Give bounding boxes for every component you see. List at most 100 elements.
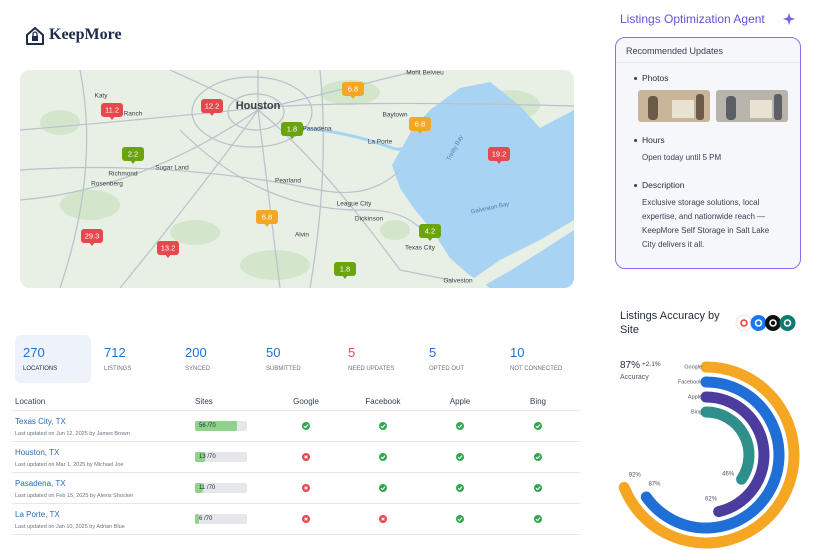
stat-value[interactable]: 5 (429, 345, 437, 360)
location-name[interactable]: Pasadena, TX (15, 479, 66, 488)
recommend-card: Recommended Updates Photos Hours Open today… (615, 37, 801, 269)
map-marker[interactable]: 12.2 (201, 99, 223, 116)
photo-thumbnail[interactable] (638, 90, 710, 122)
table-header: Location (15, 397, 46, 406)
map-channel (299, 126, 422, 151)
status-glyph-path (457, 455, 463, 460)
map-marker[interactable]: 6.8 (342, 82, 364, 99)
bullet (634, 77, 637, 80)
map-marker[interactable]: 6.8 (409, 117, 431, 134)
status-glyph (535, 486, 541, 491)
status-ok (379, 422, 387, 430)
map-place-label: Alvin (295, 232, 309, 239)
map-road (20, 166, 401, 193)
map-ring-road (191, 76, 313, 148)
card-title: Recommended Updates (626, 46, 724, 56)
photo-shape (726, 96, 736, 120)
site-icon-glyph (783, 319, 792, 327)
map-marker[interactable]: 1.8 (334, 262, 356, 279)
map-marker-tip (289, 135, 295, 139)
logo-text: KeepMore (49, 26, 122, 43)
status-ok (534, 515, 542, 523)
arc-value-label: 46% (722, 471, 735, 477)
map-marker[interactable]: 1.8 (281, 122, 303, 139)
stat-tab-selected[interactable] (15, 335, 91, 383)
stat-label: OPTED OUT (429, 366, 465, 372)
status-glyph (380, 424, 386, 429)
map-marker-pin (81, 229, 103, 243)
agent-title: Listings Optimization Agent (620, 12, 765, 26)
status-glyph-path (380, 486, 386, 491)
sites-track: 13 /70 (195, 452, 247, 462)
table-rule (12, 410, 580, 411)
map-park (170, 220, 220, 245)
status-ok (379, 484, 387, 492)
map-marker-value: 1.8 (287, 124, 297, 133)
map-marker-value: 13.2 (161, 243, 176, 252)
arc-name: Apple (688, 394, 702, 400)
map-road (257, 109, 451, 281)
map-layer: Houston Katy Ranch Sugar Land Richmond Rosenb… (20, 70, 574, 288)
location-name[interactable]: La Porte, TX (15, 510, 60, 519)
item-label: Description (642, 180, 685, 190)
item-label: Hours (642, 135, 665, 145)
status-glyph (535, 424, 541, 429)
map-marker[interactable]: 6.8 (256, 210, 278, 227)
map-marker[interactable]: 13.2 (157, 241, 179, 258)
table-rule (12, 441, 580, 442)
status-glyph (381, 517, 385, 521)
arc-value-label: 87% (648, 481, 661, 487)
stat-label: SYNCED (185, 366, 211, 372)
logo-icon (26, 27, 44, 45)
map-marker-pin (281, 122, 303, 136)
sparkle-icon (783, 13, 795, 25)
status-glyph (304, 486, 308, 490)
status-glyph-path (457, 486, 463, 491)
accuracy-label: Accuracy (620, 374, 649, 381)
map-marker-value: 4.2 (425, 226, 435, 235)
location-name[interactable]: Texas City, TX (15, 417, 66, 426)
map-marker-tip (350, 95, 356, 99)
stat-value[interactable]: 200 (185, 345, 207, 360)
table-header: Apple (449, 397, 471, 406)
map-place-label: Galveston (443, 278, 473, 285)
map-marker[interactable]: 2.2 (122, 147, 144, 164)
map-marker[interactable]: 4.2 (419, 224, 441, 241)
arc-value-label: 62% (705, 496, 718, 502)
sites-track: 11 /70 (195, 483, 247, 493)
accuracy-title: Listings Accuracy by Site (620, 310, 720, 336)
map-place-label: Rosenberg (91, 181, 123, 188)
map-road (309, 70, 324, 288)
map-marker-tip (427, 237, 433, 241)
stat-value[interactable]: 270 (23, 345, 45, 360)
status-error (302, 484, 310, 492)
map-marker[interactable]: 29.3 (81, 229, 103, 246)
map-marker-value: 1.8 (340, 264, 350, 273)
map-marker[interactable]: 19.2 (488, 147, 510, 164)
arc-name: Facebook (678, 379, 702, 385)
stat-value[interactable]: 5 (348, 345, 356, 360)
stat-value[interactable]: 712 (104, 345, 126, 360)
status-ok (534, 453, 542, 461)
map-marker[interactable]: 11.2 (101, 103, 123, 120)
arc-name: Google (684, 364, 702, 370)
site-icon (765, 315, 781, 331)
stat-value[interactable]: 10 (510, 345, 525, 360)
status-ok (379, 453, 387, 461)
status-glyph-path (535, 424, 541, 429)
map-marker-pin (409, 117, 431, 131)
stat-value[interactable]: 50 (266, 345, 281, 360)
map-place-label: Pasadena (302, 126, 332, 133)
status-glyph-path (304, 486, 308, 490)
stat-label: NOT CONNECTED (510, 366, 563, 372)
site-icon (779, 315, 796, 331)
status-glyph (457, 486, 463, 491)
map-marker-tip (342, 275, 348, 279)
status-glyph-path (304, 455, 308, 459)
photo-thumbnail[interactable] (716, 90, 788, 122)
card-rule (616, 62, 800, 63)
map-marker-value: 6.8 (415, 119, 425, 128)
stat-label: SUBMITTED (266, 366, 301, 372)
status-ok (534, 484, 542, 492)
location-name[interactable]: Houston, TX (15, 448, 60, 457)
